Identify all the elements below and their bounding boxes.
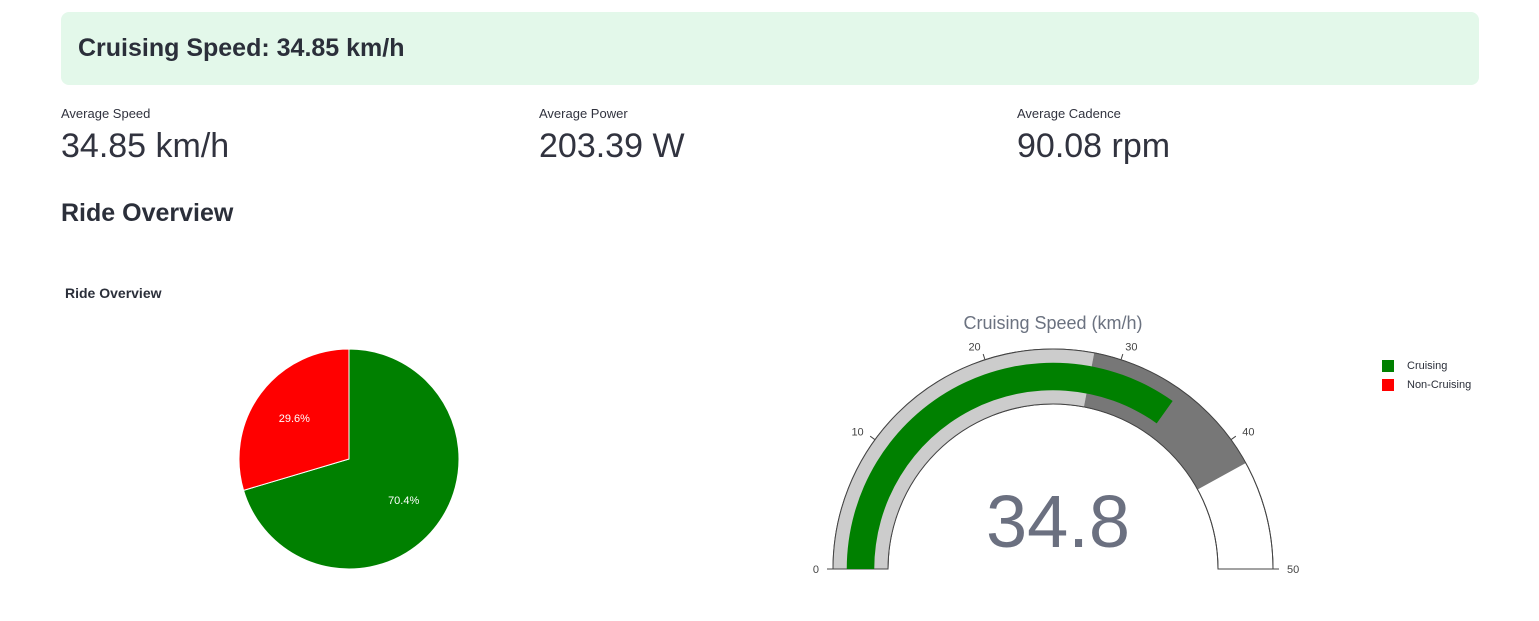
gauge-outline bbox=[832, 348, 1274, 570]
metric-average-speed: Average Speed 34.85 km/h bbox=[61, 106, 229, 167]
metric-value: 90.08 rpm bbox=[1017, 127, 1171, 165]
legend-item-cruising[interactable]: Cruising bbox=[1382, 356, 1471, 375]
pie-label: 29.6% bbox=[279, 413, 310, 425]
pie-slice-cruising[interactable] bbox=[242, 348, 460, 570]
metric-label: Average Speed bbox=[61, 106, 151, 121]
metric-value: 203.39 W bbox=[539, 127, 685, 165]
gauge-tick-label: 30 bbox=[1125, 341, 1137, 353]
gauge-tick-label: 50 bbox=[1287, 564, 1299, 576]
gauge-tick bbox=[869, 435, 876, 441]
metric-label: Average Power bbox=[539, 106, 628, 121]
legend-swatch bbox=[1382, 359, 1394, 372]
gauge-value-bar[interactable] bbox=[846, 362, 1173, 569]
gauge-step-0 bbox=[833, 348, 1095, 569]
cruising-speed-banner: Cruising Speed: 34.85 km/h bbox=[61, 12, 1479, 85]
section-title: Ride Overview bbox=[61, 199, 234, 227]
gauge-tick-label: 0 bbox=[813, 564, 819, 576]
legend-item-non-cruising[interactable]: Non-Cruising bbox=[1382, 375, 1471, 394]
gauge-chart[interactable]: 0 10 20 30 40 50 Cruising Speed (km/h) 34.8 bbox=[813, 313, 1299, 576]
metric-value: 34.85 km/h bbox=[61, 127, 230, 165]
gauge-value-number: 34.8 bbox=[986, 480, 1130, 563]
pie-slice-non-cruising[interactable] bbox=[238, 348, 350, 491]
gauge-tick-label: 20 bbox=[968, 341, 980, 353]
metric-label: Average Cadence bbox=[1017, 106, 1121, 121]
legend-swatch bbox=[1382, 378, 1394, 391]
pie-label: 70.4% bbox=[388, 495, 419, 507]
gauge-tick bbox=[982, 353, 986, 360]
banner-text: Cruising Speed: 34.85 km/h bbox=[78, 34, 405, 62]
pie-chart-title: Ride Overview bbox=[65, 285, 162, 301]
legend-label: Non-Cruising bbox=[1407, 378, 1472, 391]
gauge-tick-label: 10 bbox=[851, 426, 863, 438]
pie-chart[interactable]: 70.4% 29.6% bbox=[238, 348, 460, 570]
gauge-tick bbox=[1120, 353, 1124, 360]
gauge-tick-label: 40 bbox=[1242, 426, 1254, 438]
metric-average-cadence: Average Cadence 90.08 rpm bbox=[1017, 106, 1170, 167]
chart-legend[interactable]: Cruising Non-Cruising bbox=[1382, 356, 1471, 394]
gauge-tick bbox=[1230, 435, 1237, 441]
legend-label: Cruising bbox=[1407, 359, 1448, 372]
metric-average-power: Average Power 203.39 W bbox=[539, 106, 685, 167]
gauge-title: Cruising Speed (km/h) bbox=[963, 313, 1142, 333]
